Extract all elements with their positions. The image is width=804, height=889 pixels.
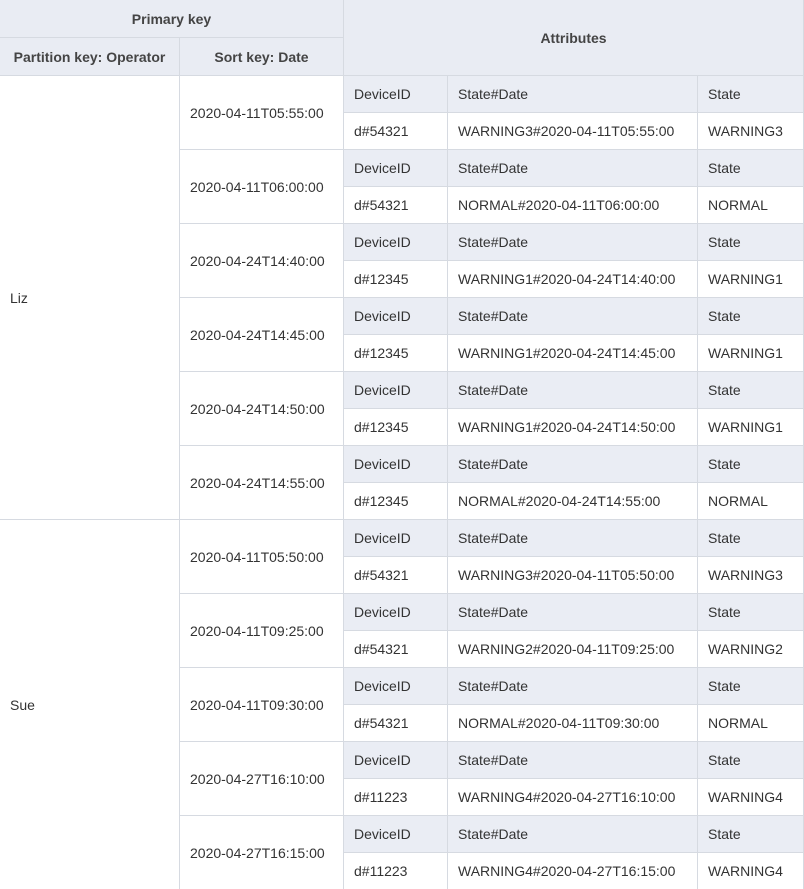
date-cell: 2020-04-11T05:50:00 <box>180 520 344 594</box>
attribute-value: d#11223 <box>344 853 448 889</box>
attribute-value: WARNING1#2020-04-24T14:40:00 <box>448 261 698 298</box>
attribute-value: d#54321 <box>344 557 448 594</box>
date-cell: 2020-04-11T06:00:00 <box>180 150 344 224</box>
partition-key-header: Partition key: Operator <box>0 38 180 76</box>
attribute-name: DeviceID <box>344 298 448 335</box>
attribute-value: NORMAL#2020-04-11T06:00:00 <box>448 187 698 224</box>
attribute-value: WARNING1 <box>698 409 804 446</box>
attribute-name: State#Date <box>448 372 698 409</box>
attribute-name: DeviceID <box>344 372 448 409</box>
attribute-name: DeviceID <box>344 446 448 483</box>
attribute-value: WARNING4#2020-04-27T16:10:00 <box>448 779 698 816</box>
attribute-value: d#54321 <box>344 705 448 742</box>
attribute-value: NORMAL <box>698 705 804 742</box>
attribute-name: State <box>698 224 804 261</box>
attribute-name: State#Date <box>448 742 698 779</box>
attribute-value: d#54321 <box>344 113 448 150</box>
attribute-value: WARNING3 <box>698 557 804 594</box>
attribute-value: WARNING1 <box>698 335 804 372</box>
date-cell: 2020-04-11T09:25:00 <box>180 594 344 668</box>
attribute-name: State <box>698 668 804 705</box>
attribute-value: WARNING1 <box>698 261 804 298</box>
attribute-name: State#Date <box>448 150 698 187</box>
attribute-value: d#54321 <box>344 187 448 224</box>
operator-cell: Liz <box>0 76 180 520</box>
attribute-name: State#Date <box>448 816 698 853</box>
attribute-value: d#12345 <box>344 483 448 520</box>
attribute-name: State#Date <box>448 668 698 705</box>
attribute-name: State#Date <box>448 446 698 483</box>
attribute-name: State <box>698 446 804 483</box>
date-cell: 2020-04-24T14:45:00 <box>180 298 344 372</box>
attribute-name: DeviceID <box>344 594 448 631</box>
attribute-name: State <box>698 816 804 853</box>
attribute-value: NORMAL#2020-04-11T09:30:00 <box>448 705 698 742</box>
attribute-name: State <box>698 742 804 779</box>
date-cell: 2020-04-24T14:40:00 <box>180 224 344 298</box>
date-cell: 2020-04-24T14:55:00 <box>180 446 344 520</box>
attribute-name: DeviceID <box>344 742 448 779</box>
attribute-value: WARNING1#2020-04-24T14:45:00 <box>448 335 698 372</box>
attribute-name: DeviceID <box>344 76 448 113</box>
attribute-value: WARNING4#2020-04-27T16:15:00 <box>448 853 698 889</box>
attribute-name: DeviceID <box>344 150 448 187</box>
attribute-value: d#11223 <box>344 779 448 816</box>
attribute-name: State <box>698 76 804 113</box>
primary-key-header: Primary key <box>0 0 344 38</box>
attribute-name: DeviceID <box>344 224 448 261</box>
attribute-name: State#Date <box>448 520 698 557</box>
attributes-header: Attributes <box>344 0 804 76</box>
attribute-value: WARNING3#2020-04-11T05:55:00 <box>448 113 698 150</box>
attribute-value: WARNING2 <box>698 631 804 668</box>
attribute-value: WARNING1#2020-04-24T14:50:00 <box>448 409 698 446</box>
attribute-value: NORMAL#2020-04-24T14:55:00 <box>448 483 698 520</box>
attribute-name: State <box>698 520 804 557</box>
attribute-name: State <box>698 150 804 187</box>
attribute-name: State <box>698 298 804 335</box>
sort-key-header: Sort key: Date <box>180 38 344 76</box>
date-cell: 2020-04-27T16:15:00 <box>180 816 344 889</box>
attribute-value: WARNING4 <box>698 853 804 889</box>
attribute-value: NORMAL <box>698 483 804 520</box>
attribute-value: WARNING3#2020-04-11T05:50:00 <box>448 557 698 594</box>
attribute-name: State#Date <box>448 594 698 631</box>
attribute-value: d#54321 <box>344 631 448 668</box>
date-cell: 2020-04-27T16:10:00 <box>180 742 344 816</box>
attribute-value: d#12345 <box>344 409 448 446</box>
attribute-value: d#12345 <box>344 335 448 372</box>
attribute-value: d#12345 <box>344 261 448 298</box>
attribute-name: DeviceID <box>344 520 448 557</box>
attribute-value: WARNING2#2020-04-11T09:25:00 <box>448 631 698 668</box>
attribute-name: State#Date <box>448 224 698 261</box>
attribute-name: State <box>698 594 804 631</box>
date-cell: 2020-04-11T05:55:00 <box>180 76 344 150</box>
attribute-name: DeviceID <box>344 816 448 853</box>
attribute-value: WARNING3 <box>698 113 804 150</box>
operator-cell: Sue <box>0 520 180 889</box>
date-cell: 2020-04-11T09:30:00 <box>180 668 344 742</box>
attribute-name: State#Date <box>448 298 698 335</box>
attribute-value: WARNING4 <box>698 779 804 816</box>
attribute-value: NORMAL <box>698 187 804 224</box>
attribute-name: State <box>698 372 804 409</box>
attribute-name: DeviceID <box>344 668 448 705</box>
date-cell: 2020-04-24T14:50:00 <box>180 372 344 446</box>
attribute-name: State#Date <box>448 76 698 113</box>
